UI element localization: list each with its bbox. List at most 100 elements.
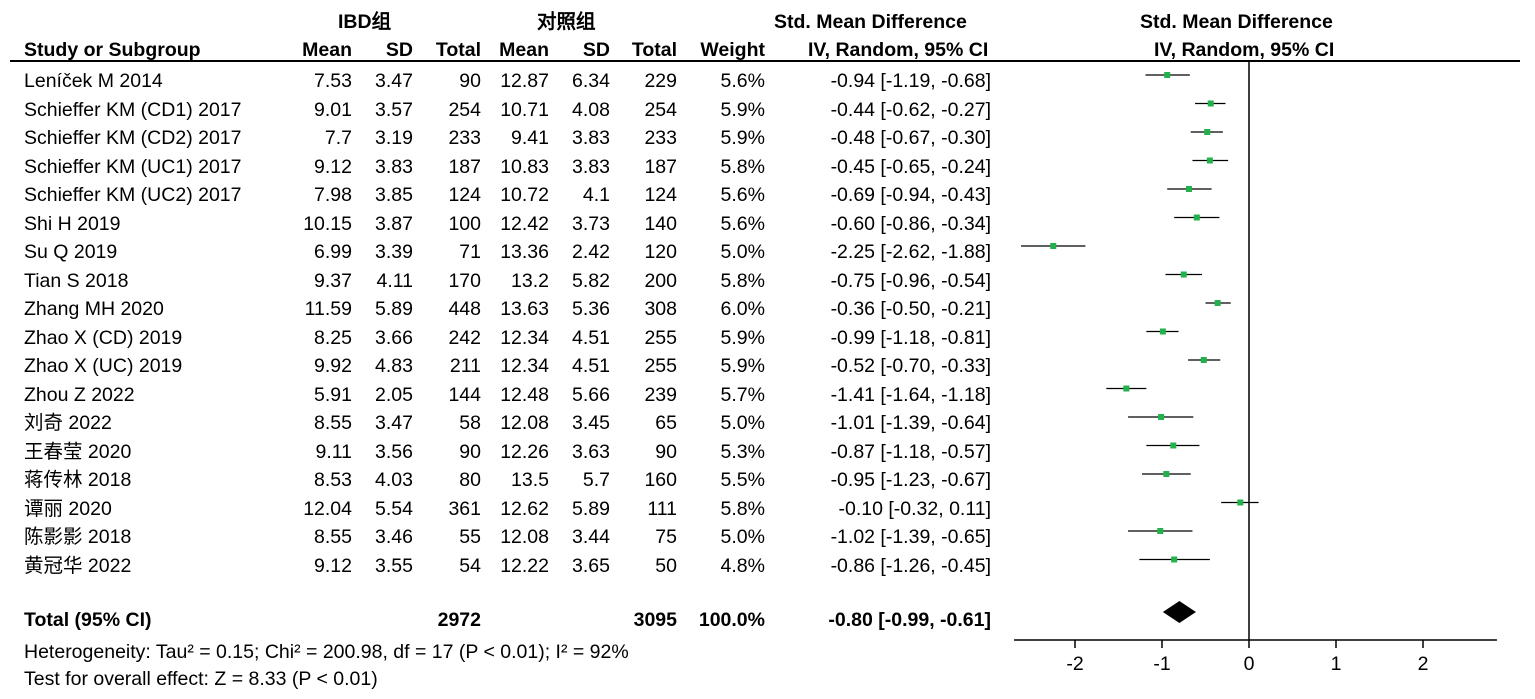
total-control: 229 [644,70,677,92]
plot-title: Std. Mean Difference [1140,11,1333,33]
weight: 5.3% [720,440,765,463]
study-name: Zhao X (CD) 2019 [24,326,183,349]
mean-experimental: 12.04 [303,497,352,520]
total-experimental: 233 [448,127,481,149]
mean-control: 12.62 [500,497,549,520]
total-ci: -0.80 [-0.99, -0.61] [828,609,991,631]
smd-ci: -0.44 [-0.62, -0.27] [830,98,991,121]
smd-column-title: Std. Mean Difference [774,11,967,33]
effect-point [1158,414,1165,420]
weight: 5.7% [720,383,765,406]
mean-experimental: 7.98 [314,184,352,206]
col-study: Study or Subgroup [24,39,201,61]
total-control: 308 [644,298,677,320]
smd-ci: -0.94 [-1.19, -0.68] [830,70,991,92]
effect-point [1170,442,1177,449]
effect-point [1200,357,1207,363]
sd-control: 3.63 [572,440,610,463]
effect-point [1180,271,1187,278]
weight: 5.5% [720,469,765,491]
total-control: 50 [655,554,677,577]
total-experimental: 90 [459,440,481,463]
smd-ci: -0.86 [-1.26, -0.45] [830,554,991,577]
mean-control: 12.34 [500,355,549,377]
mean-control: 9.41 [511,127,549,149]
total-control: 75 [655,526,677,548]
total-control: 239 [644,383,677,406]
study-name: 刘奇 2022 [24,412,112,434]
mean-experimental: 5.91 [314,383,352,406]
effect-point [1237,499,1244,506]
mean-control: 13.2 [511,269,549,292]
overall-effect-text: Test for overall effect: Z = 8.33 (P < 0… [24,668,378,690]
sd-control: 3.83 [572,127,610,149]
smd-ci: -0.69 [-0.94, -0.43] [830,184,991,206]
mean-experimental: 8.25 [314,326,352,349]
study-name: Zhang MH 2020 [24,298,164,320]
effect-point [1164,72,1171,78]
smd-ci: -0.52 [-0.70, -0.33] [830,355,991,377]
mean-control: 12.08 [500,526,549,548]
sd-control: 3.73 [572,212,610,235]
mean-control: 13.36 [500,241,549,263]
mean-experimental: 9.37 [314,269,352,292]
weight: 5.6% [720,212,765,235]
total-experimental: 242 [448,326,481,349]
effect-point [1214,300,1221,306]
effect-point [1204,129,1211,135]
sd-experimental: 3.46 [375,526,413,548]
study-name: 王春莹 2020 [24,440,132,463]
smd-ci: -1.02 [-1.39, -0.65] [830,526,991,548]
sd-experimental: 2.05 [375,383,413,406]
sd-control: 5.36 [572,298,610,320]
effect-point [1206,157,1213,164]
study-name: 黄冠华 2022 [24,554,132,577]
x-axis-tick-label: 2 [1417,653,1429,675]
mean-control: 10.72 [500,184,549,206]
effect-point [1163,471,1170,477]
total-control: 90 [655,440,677,463]
plot-area [1014,61,1497,648]
effect-point [1171,556,1178,563]
total-experimental: 211 [449,355,481,377]
sd-control: 3.45 [572,412,610,434]
sd-control: 4.1 [582,184,610,206]
mean-experimental: 9.12 [314,155,352,178]
study-name: Leníček M 2014 [24,70,163,92]
mean-control: 13.63 [500,298,549,320]
total-label: Total (95% CI) [24,609,152,631]
mean-control: 12.22 [500,554,549,577]
x-axis-tick-label: 0 [1243,653,1255,675]
total-control: 255 [644,326,677,349]
weight: 5.9% [720,127,765,149]
sd-experimental: 3.55 [375,554,413,577]
mean-experimental: 9.92 [314,355,352,377]
study-name: 谭丽 2020 [24,497,112,520]
total-experimental: 55 [459,526,481,548]
study-name: Schieffer KM (UC1) 2017 [24,155,242,178]
total-experimental: 71 [459,241,481,263]
col-weight: Weight [700,39,765,61]
sd-control: 3.44 [572,526,610,548]
weight: 5.0% [720,526,765,548]
weight: 5.8% [720,155,765,178]
mean-experimental: 7.7 [324,127,352,149]
effect-point [1193,214,1200,221]
sd-experimental: 4.03 [375,469,413,491]
sd-control: 3.83 [572,155,610,178]
sd-experimental: 3.47 [375,70,413,92]
mean-experimental: 8.55 [314,526,352,548]
sd-control: 3.65 [572,554,610,577]
effect-point [1123,385,1130,392]
sd-control: 4.51 [572,355,610,377]
mean-control: 13.5 [511,469,549,491]
sd-experimental: 3.39 [375,241,413,263]
sd-experimental: 3.85 [375,184,413,206]
mean-control: 12.08 [500,412,549,434]
total-control: 124 [644,184,677,206]
mean-control: 12.87 [500,70,549,92]
effect-point [1159,328,1166,335]
sd-experimental: 3.56 [375,440,413,463]
mean-control: 10.83 [500,155,549,178]
total-control: 255 [644,355,677,377]
